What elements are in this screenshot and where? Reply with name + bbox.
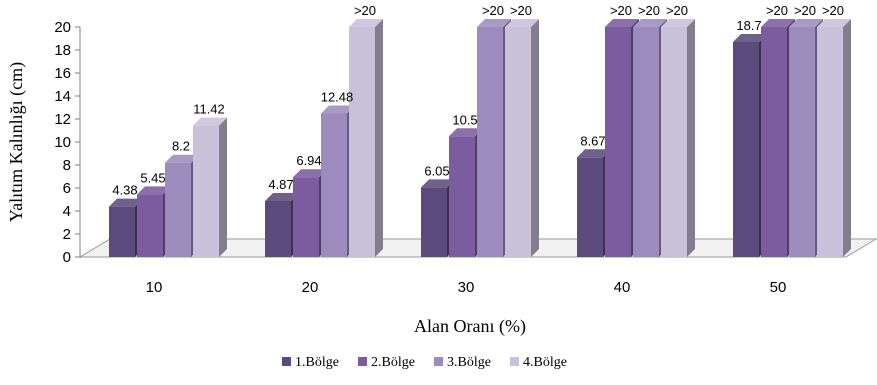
data-label: 6.05 (424, 163, 449, 178)
data-label: >20 (666, 3, 688, 18)
data-label: 5.45 (140, 170, 165, 185)
x-axis-title: Alan Oranı (%) (414, 316, 526, 337)
data-label: 4.87 (268, 177, 293, 192)
bar (505, 19, 539, 257)
legend-swatch (358, 357, 367, 366)
legend-swatch (282, 357, 291, 366)
bars (109, 19, 851, 258)
y-axis: 0 2 4 6 8 10 12 14 16 18 20 (54, 19, 81, 266)
data-labels: 4.385.45 8.2 11.42 4.876.94 12.48 >20 6.05 10.5… (112, 3, 844, 198)
legend-label: 4.Bölge (523, 355, 567, 370)
data-label: >20 (354, 3, 376, 18)
data-label: >20 (822, 3, 844, 18)
y-tick-label: 18 (54, 42, 71, 59)
data-label: >20 (482, 3, 504, 18)
data-label: 8.67 (580, 133, 605, 148)
y-tick-label: 12 (54, 111, 71, 128)
legend-label: 1.Bölge (295, 355, 339, 370)
y-tick-label: 0 (63, 249, 71, 266)
data-label: 4.38 (112, 183, 137, 198)
bar (661, 19, 695, 257)
legend-item: 1.Bölge (282, 355, 339, 370)
x-axis-ticks: 10 20 30 40 50 (146, 279, 787, 296)
data-label: >20 (794, 3, 816, 18)
data-label: >20 (638, 3, 660, 18)
y-tick-label: 2 (63, 226, 71, 243)
legend-swatch (510, 357, 519, 366)
y-tick-label: 14 (54, 88, 71, 105)
y-tick-label: 4 (63, 203, 71, 220)
legend-item: 4.Bölge (510, 355, 567, 370)
legend-item: 2.Bölge (358, 355, 415, 370)
data-label: 6.94 (296, 153, 321, 168)
x-tick-label: 30 (458, 279, 475, 296)
legend: 1.Bölge 2.Bölge 3.Bölge 4.Bölge (282, 355, 567, 370)
data-label: 8.2 (172, 139, 190, 154)
legend-item: 3.Bölge (434, 355, 491, 370)
data-label: >20 (766, 3, 788, 18)
x-tick-label: 40 (614, 279, 631, 296)
x-tick-label: 10 (146, 279, 163, 296)
y-tick-label: 16 (54, 65, 71, 82)
bar (193, 117, 227, 257)
data-label: >20 (610, 3, 632, 18)
y-tick-label: 10 (54, 134, 71, 151)
x-tick-label: 50 (770, 279, 787, 296)
y-tick-label: 20 (54, 19, 71, 36)
data-label: 18.7 (736, 18, 761, 33)
x-tick-label: 20 (302, 279, 319, 296)
data-label: 11.42 (193, 102, 225, 117)
data-label: 12.48 (321, 89, 354, 104)
legend-swatch (434, 357, 443, 366)
bar (817, 19, 851, 257)
data-label: >20 (510, 3, 532, 18)
legend-label: 3.Bölge (447, 355, 491, 370)
bar (349, 19, 383, 257)
data-label: 10.5 (452, 112, 477, 127)
y-tick-label: 8 (63, 157, 71, 174)
y-axis-title: Yalıtım Kalınlığı (cm) (6, 62, 27, 222)
legend-label: 2.Bölge (371, 355, 415, 370)
y-tick-label: 6 (63, 180, 71, 197)
